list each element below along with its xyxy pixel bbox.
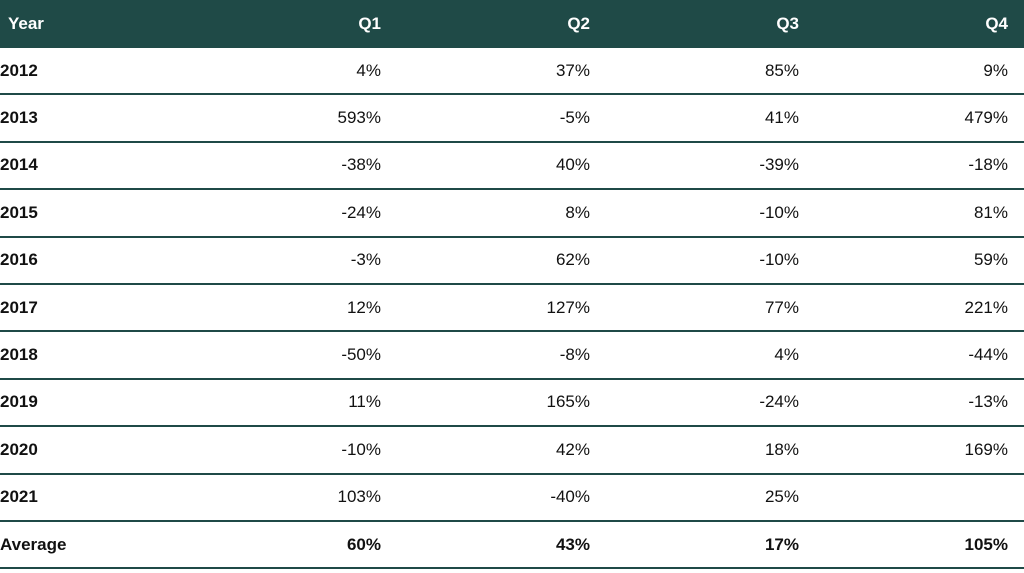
cell-value: -24% <box>341 202 381 222</box>
table-row: 2021 103% -40% 25% <box>0 475 1024 522</box>
cell-value: -10% <box>759 250 799 270</box>
table-row: 2020 -10% 42% 18% 169% <box>0 427 1024 475</box>
cell-value: 43% <box>555 534 590 554</box>
cell-value: -24% <box>759 392 799 412</box>
cell-value: 169% <box>964 439 1008 459</box>
cell-value: -44% <box>968 345 1008 365</box>
table-row: 2018 -50% -8% 4% -44% <box>0 332 1024 380</box>
cell-value: -50% <box>341 345 381 365</box>
cell-value: 62% <box>555 250 590 270</box>
row-label: 2018 <box>0 345 38 365</box>
cell-value: -38% <box>341 155 381 175</box>
cell-value: Q3 <box>776 14 799 33</box>
cell-value: 165% <box>546 392 590 412</box>
row-label: 2012 <box>0 60 38 80</box>
row-label: Average <box>0 534 67 554</box>
table-row: 2017 12% 127% 77% 221% <box>0 285 1024 333</box>
cell-value: 60% <box>346 534 381 554</box>
table-row: 2016 -3% 62% -10% 59% <box>0 238 1024 285</box>
table-row: 2014 -38% 40% -39% -18% <box>0 143 1024 191</box>
table-row: 2015 -24% 8% -10% 81% <box>0 190 1024 238</box>
cell-value: 42% <box>555 439 590 459</box>
cell-value: 37% <box>555 60 590 80</box>
table-row: 2013 593% -5% 41% 479% <box>0 95 1024 143</box>
cell-value: 40% <box>555 155 590 175</box>
cell-value: -39% <box>759 155 799 175</box>
cell-value: 4% <box>356 60 381 80</box>
table-row: 2019 11% 165% -24% -13% <box>0 380 1024 428</box>
cell-value: -18% <box>968 155 1008 175</box>
cell-value: 12% <box>346 297 381 317</box>
cell-value: 221% <box>964 297 1008 317</box>
cell-value: 41% <box>764 108 799 128</box>
cell-value: 4% <box>774 345 799 365</box>
cell-value: 18% <box>764 439 799 459</box>
cell-value: 17% <box>764 534 799 554</box>
cell-value: 25% <box>764 487 799 507</box>
row-label: 2016 <box>0 250 38 270</box>
cell-value: -13% <box>968 392 1008 412</box>
cell-value: 103% <box>337 487 381 507</box>
cell-value: 105% <box>964 534 1008 554</box>
cell-value: 11% <box>348 392 381 412</box>
table-row: 2012 4% 37% 85% 9% <box>0 48 1024 96</box>
cell-value: 479% <box>964 108 1008 128</box>
row-label: Year <box>8 14 44 33</box>
cell-value: 85% <box>764 60 799 80</box>
row-label: 2017 <box>0 297 38 317</box>
row-label: 2014 <box>0 155 38 175</box>
cell-value: -3% <box>350 250 381 270</box>
row-label: 2020 <box>0 439 38 459</box>
cell-value: Q1 <box>358 14 381 33</box>
cell-value: 77% <box>764 297 799 317</box>
cell-value: 8% <box>565 202 590 222</box>
cell-value: Q4 <box>985 14 1008 33</box>
cell-value: -10% <box>341 439 381 459</box>
cell-value: 9% <box>983 60 1008 80</box>
row-label: 2021 <box>0 487 38 507</box>
row-label: 2013 <box>0 108 38 128</box>
cell-value: 593% <box>337 108 381 128</box>
average-row: Average 60% 43% 17% 105% <box>0 522 1024 570</box>
header-row: Year Q1 Q2 Q3 Q4 <box>0 0 1024 48</box>
cell-value: -8% <box>559 345 590 365</box>
cell-value: 81% <box>973 202 1008 222</box>
cell-value: -40% <box>550 487 590 507</box>
cell-value: -10% <box>759 202 799 222</box>
cell-value: 127% <box>546 297 590 317</box>
cell-value: -5% <box>559 108 590 128</box>
row-label: 2015 <box>0 202 38 222</box>
row-label: 2019 <box>0 392 38 412</box>
cell-value: Q2 <box>567 14 590 33</box>
cell-value: 59% <box>973 250 1008 270</box>
